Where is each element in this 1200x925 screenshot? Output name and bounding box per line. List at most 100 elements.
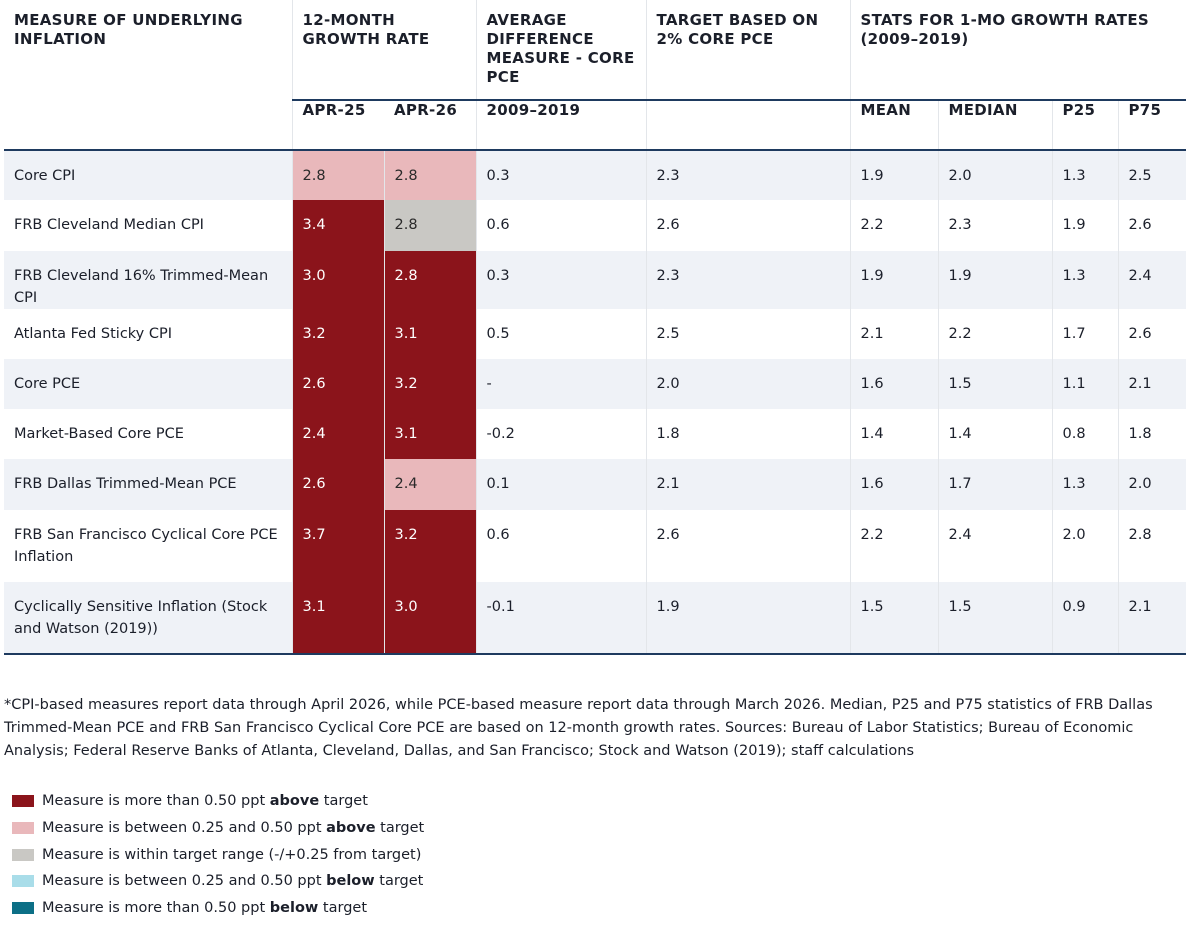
median-value: 2.0 — [937, 150, 1053, 201]
legend-label: Measure is more than 0.50 ppt below targ… — [42, 900, 368, 917]
apr26-value: 3.0 — [383, 581, 477, 655]
apr25-value: 3.7 — [291, 509, 384, 582]
header-average-difference: AVERAGE DIFFERENCE MEASURE - CORE PCE — [475, 0, 647, 101]
measure-name: Market-Based Core PCE — [14, 426, 184, 443]
mean-value: 1.4 — [849, 409, 939, 460]
target-value: 2.5 — [645, 308, 851, 359]
apr25-value: 3.2 — [291, 308, 384, 359]
table-row: FRB Cleveland 16% Trimmed-Mean CPI 3.0 2… — [4, 250, 1187, 309]
legend-swatch — [12, 902, 34, 915]
mean-value: 1.9 — [849, 250, 939, 309]
p25-value: 1.1 — [1051, 358, 1119, 410]
apr26-value: 3.1 — [383, 409, 477, 460]
table-row: FRB Dallas Trimmed-Mean PCE 2.6 2.4 0.1 … — [4, 459, 1187, 510]
mean-value: 2.2 — [849, 509, 939, 582]
inflation-table: MEASURE OF UNDERLYING INFLATION 12-MONTH… — [4, 0, 1187, 655]
apr25-value: 2.6 — [291, 459, 384, 510]
header-apr26: APR-26 — [384, 100, 477, 151]
apr26-value: 3.1 — [383, 308, 477, 359]
median-value: 2.3 — [937, 200, 1053, 251]
mean-value: 2.2 — [849, 200, 939, 251]
measure-name: Cyclically Sensitive Inflation (Stock an… — [4, 581, 292, 655]
legend-item: Measure is within target range (-/+0.25 … — [12, 841, 424, 868]
table-row: Cyclically Sensitive Inflation (Stock an… — [4, 581, 1187, 655]
avgdiff-value: 0.6 — [475, 200, 647, 251]
legend-label: Measure is between 0.25 and 0.50 ppt bel… — [42, 873, 424, 890]
avgdiff-value: 0.3 — [475, 150, 647, 201]
p25-value: 1.9 — [1051, 200, 1119, 251]
table-row: FRB San Francisco Cyclical Core PCE Infl… — [4, 509, 1187, 582]
target-value: 2.6 — [645, 509, 851, 582]
target-value: 2.3 — [645, 250, 851, 309]
apr26-value: 3.2 — [383, 509, 477, 582]
median-value: 1.5 — [937, 581, 1053, 655]
table-row: Core PCE 2.6 3.2 - 2.0 1.6 1.5 1.1 2.1 — [4, 358, 1187, 410]
apr25-value: 2.8 — [291, 150, 384, 201]
legend-swatch — [12, 848, 34, 861]
header-period: 2009–2019 — [475, 100, 647, 151]
p25-value: 1.3 — [1051, 250, 1119, 309]
median-value: 1.7 — [937, 459, 1053, 510]
median-value: 1.4 — [937, 409, 1053, 460]
p75-value: 2.6 — [1117, 308, 1187, 359]
legend-item: Measure is more than 0.50 ppt below targ… — [12, 895, 424, 922]
target-value: 2.1 — [645, 459, 851, 510]
p75-value: 2.6 — [1117, 200, 1187, 251]
measure-name: Core PCE — [4, 358, 292, 410]
avgdiff-value: 0.3 — [475, 250, 647, 309]
apr25-value: 2.4 — [291, 409, 384, 460]
p25-value: 2.0 — [1051, 509, 1119, 582]
mean-value: 1.6 — [849, 358, 939, 410]
avgdiff-value: 0.6 — [475, 509, 647, 582]
table-row: Market-Based Core PCE 2.4 3.1 -0.2 1.8 1… — [4, 409, 1187, 460]
header-measure: MEASURE OF UNDERLYING INFLATION — [4, 0, 292, 151]
measure-name: FRB Cleveland 16% Trimmed-Mean CPI — [4, 250, 292, 309]
avgdiff-value: 0.5 — [475, 308, 647, 359]
mean-value: 1.6 — [849, 459, 939, 510]
legend-swatch — [12, 822, 34, 835]
apr25-value: 2.6 — [291, 358, 384, 410]
header-p25: P25 — [1051, 100, 1119, 151]
p25-value: 1.3 — [1051, 459, 1119, 510]
p75-value: 2.8 — [1117, 509, 1187, 582]
target-value: 2.3 — [645, 150, 851, 201]
avgdiff-value: - — [475, 358, 647, 410]
table-row: Core CPI 2.8 2.8 0.3 2.3 1.9 2.0 1.3 2.5 — [4, 150, 1187, 201]
p75-value: 2.1 — [1117, 358, 1187, 410]
legend-label: Measure is within target range (-/+0.25 … — [42, 846, 422, 863]
legend-label: Measure is more than 0.50 ppt above targ… — [42, 793, 368, 810]
median-value: 1.5 — [937, 358, 1053, 410]
footnote: *CPI-based measures report data through … — [4, 697, 1153, 759]
mean-value: 1.5 — [849, 581, 939, 655]
apr26-value: 2.8 — [383, 250, 477, 309]
median-value: 2.4 — [937, 509, 1053, 582]
header-target-empty — [645, 100, 851, 151]
legend-item: Measure is more than 0.50 ppt above targ… — [12, 788, 424, 815]
measure-name: Atlanta Fed Sticky CPI — [14, 325, 173, 342]
apr26-value: 2.4 — [383, 459, 477, 510]
apr25-value: 3.0 — [291, 250, 384, 309]
legend-swatch — [12, 795, 34, 808]
apr26-value: 2.8 — [383, 200, 477, 251]
median-value: 2.2 — [937, 308, 1053, 359]
apr25-value: 3.1 — [291, 581, 384, 655]
avgdiff-value: 0.1 — [475, 459, 647, 510]
measure-name: FRB Cleveland Median CPI — [14, 217, 204, 234]
header-mean: MEAN — [849, 100, 939, 151]
legend-item: Measure is between 0.25 and 0.50 ppt bel… — [12, 868, 424, 895]
legend-label: Measure is between 0.25 and 0.50 ppt abo… — [42, 820, 425, 837]
header-median: MEDIAN — [937, 100, 1053, 151]
mean-value: 2.1 — [849, 308, 939, 359]
measure-name: Core CPI — [4, 150, 292, 201]
header-target: TARGET BASED ON 2% CORE PCE — [645, 0, 851, 101]
table-row: Atlanta Fed Sticky CPI 3.2 3.1 0.5 2.5 2… — [4, 308, 1187, 359]
measure-name: FRB Dallas Trimmed-Mean PCE — [4, 459, 292, 510]
header-apr25: APR-25 — [291, 100, 384, 151]
legend-swatch — [12, 875, 34, 888]
apr26-value: 2.8 — [383, 150, 477, 201]
p75-value: 1.8 — [1117, 409, 1187, 460]
p75-value: 2.5 — [1117, 150, 1187, 201]
avgdiff-value: -0.1 — [475, 581, 647, 655]
target-value: 2.0 — [645, 358, 851, 410]
legend: Measure is more than 0.50 ppt above targ… — [12, 788, 424, 921]
